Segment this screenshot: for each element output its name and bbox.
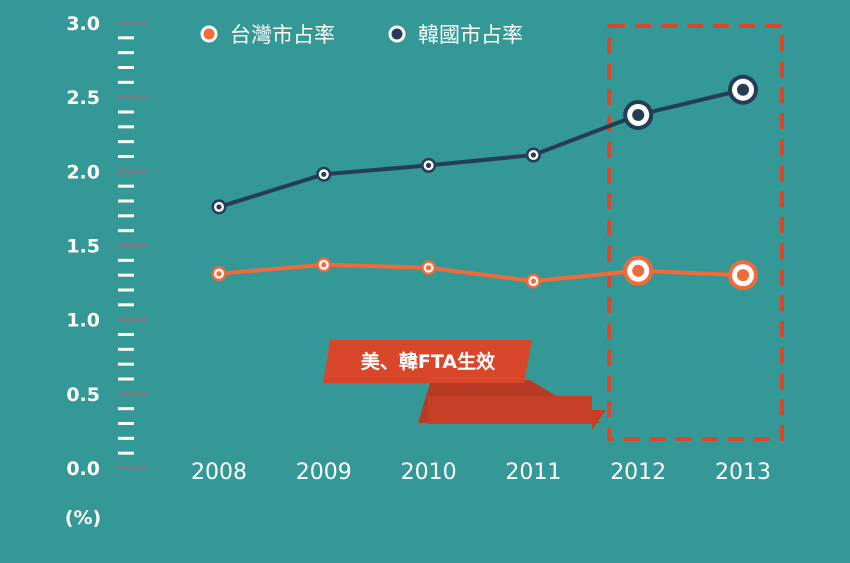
- legend-marker-korea: [388, 25, 406, 43]
- point-center: [216, 271, 222, 277]
- point-center: [737, 83, 749, 96]
- y-axis-ruler: [118, 21, 148, 470]
- data-point-korea: [623, 99, 654, 130]
- y-tick-label: 0.5: [66, 384, 100, 406]
- data-point-taiwan: [316, 257, 332, 273]
- data-point-korea: [316, 166, 332, 182]
- highlight-box-2012-2013: [607, 24, 785, 441]
- point-center: [426, 265, 432, 271]
- series-line-taiwan: [218, 262, 744, 284]
- y-tick-label: 3.0: [66, 13, 100, 35]
- x-tick-label: 2008: [191, 460, 247, 485]
- y-axis-tick-labels: 0.0 0.5 1.0 1.5 2.0 2.5 3.0: [66, 13, 100, 480]
- point-center: [426, 162, 432, 168]
- y-tick-label: 2.0: [66, 161, 100, 183]
- data-point-korea: [728, 74, 758, 105]
- x-tick-label: 2009: [296, 460, 352, 485]
- point-center: [321, 171, 327, 177]
- annotation-arrow: [428, 396, 606, 430]
- data-point-korea: [421, 157, 437, 173]
- y-tick-label: 1.0: [66, 310, 100, 332]
- series-points: [211, 74, 758, 291]
- y-tick-label: 1.5: [66, 236, 100, 258]
- y-tick-label: 0.0: [66, 458, 100, 480]
- point-center: [737, 269, 749, 282]
- y-unit-label: (%): [65, 507, 101, 529]
- legend: 台灣市占率 韓國市占率: [200, 23, 523, 47]
- point-center: [530, 278, 537, 284]
- y-tick-label: 2.5: [66, 87, 100, 109]
- point-center: [321, 262, 327, 268]
- series-lines: [218, 87, 744, 284]
- data-point-taiwan: [421, 260, 437, 276]
- legend-label-korea: 韓國市占率: [418, 23, 523, 47]
- series-line-korea: [218, 87, 744, 209]
- point-center: [632, 264, 645, 277]
- data-point-taiwan: [211, 266, 227, 282]
- legend-label-taiwan: 台灣市占率: [230, 23, 335, 47]
- point-center: [530, 152, 537, 158]
- x-axis-tick-labels: 2008 2009 2010 2011 2012 2013: [191, 460, 771, 485]
- data-point-korea: [211, 199, 227, 215]
- point-center: [632, 108, 645, 121]
- data-point-taiwan: [525, 273, 541, 289]
- point-center: [216, 204, 222, 210]
- data-point-korea: [525, 147, 541, 163]
- x-tick-label: 2013: [715, 460, 771, 485]
- x-tick-label: 2010: [401, 460, 457, 485]
- legend-marker-taiwan: [200, 25, 218, 43]
- x-tick-label: 2012: [610, 460, 666, 485]
- data-point-taiwan: [623, 255, 654, 286]
- annotation-banner: [323, 340, 532, 383]
- data-point-taiwan: [728, 260, 758, 291]
- annotation-text: 美、韓FTA生效: [361, 350, 495, 373]
- x-tick-label: 2011: [505, 460, 561, 485]
- fta-annotation: 美、韓FTA生效: [323, 340, 606, 430]
